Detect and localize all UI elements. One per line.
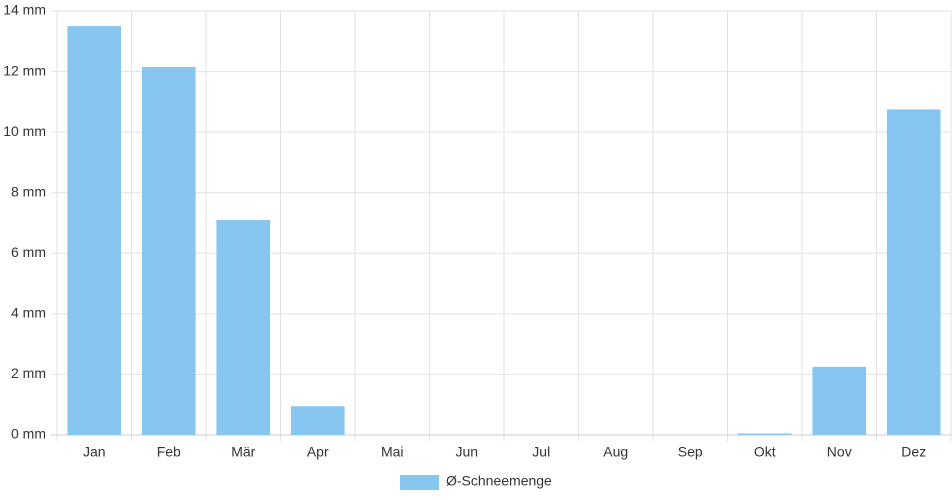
- bar: [812, 366, 867, 435]
- x-tick-label: Apr: [307, 444, 329, 460]
- x-tick-label: Nov: [827, 444, 852, 460]
- y-tick-label: 10 mm: [3, 123, 46, 139]
- y-tick-label: 0 mm: [11, 426, 46, 442]
- x-tick-label: Feb: [157, 444, 181, 460]
- legend-swatch: [400, 475, 439, 490]
- x-tick-label: Sep: [678, 444, 703, 460]
- y-tick-label: 12 mm: [3, 62, 46, 78]
- y-tick-label: 4 mm: [11, 305, 46, 321]
- legend-label: Ø-Schneemenge: [446, 473, 552, 489]
- bar: [216, 219, 271, 435]
- x-tick-label: Mai: [381, 444, 404, 460]
- y-tick-label: 14 mm: [3, 2, 46, 18]
- x-tick-label: Jul: [532, 444, 550, 460]
- bar: [886, 109, 941, 435]
- x-tick-label: Jan: [83, 444, 106, 460]
- bar: [290, 406, 345, 435]
- bar: [737, 433, 792, 435]
- y-tick-label: 8 mm: [11, 183, 46, 199]
- x-tick-label: Dez: [901, 444, 926, 460]
- x-tick-label: Aug: [603, 444, 628, 460]
- x-tick-label: Jun: [455, 444, 478, 460]
- y-tick-label: 6 mm: [11, 244, 46, 260]
- x-tick-label: Okt: [754, 444, 776, 460]
- bar: [67, 26, 122, 436]
- x-tick-label: Mär: [231, 444, 255, 460]
- bar: [141, 67, 196, 436]
- y-tick-label: 2 mm: [11, 365, 46, 381]
